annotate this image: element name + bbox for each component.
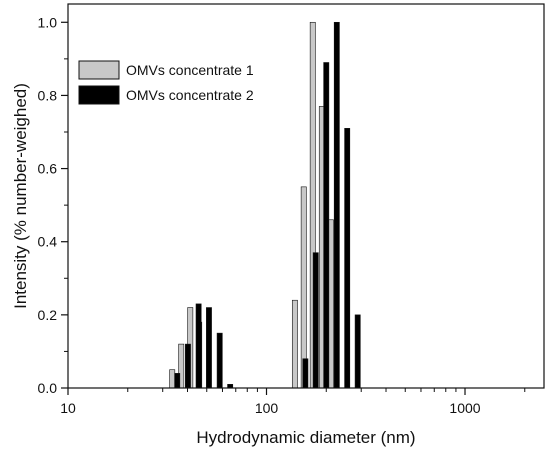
bar-series-2-9 [323,62,330,389]
legend: OMVs concentrate 1 OMVs concentrate 2 [78,60,254,105]
y-tick-label: 0.8 [38,87,58,103]
bar-series-2-3 [195,303,202,389]
bars-layer [169,21,361,389]
legend-swatch-series-1 [78,60,120,80]
y-tick-label: 0.2 [38,307,58,323]
bar-series-2-7 [302,358,309,389]
bar-series-2-1 [174,373,181,389]
x-axis-title: Hydrodynamic diameter (nm) [196,428,415,447]
legend-label-series-2: OMVs concentrate 2 [126,87,254,103]
plot-frame [67,3,545,389]
y-tick-label: 0.0 [38,380,58,396]
bar-series-2-10 [333,21,340,389]
bar-series-2-5 [216,332,223,389]
y-axis-ticks: 0.0 0.2 0.4 0.6 0.8 1.0 [38,14,68,396]
bar-series-2-8 [312,252,319,389]
bar-series-2-2 [185,343,191,389]
bar-series-1-1 [169,369,176,389]
x-tick-label: 100 [255,400,279,416]
x-tick-label: 10 [60,400,76,416]
bar-series-2-4 [206,307,212,389]
bar-series-1-5 [291,299,298,389]
y-tick-label: 0.6 [38,161,58,177]
y-tick-label: 0.4 [38,234,58,250]
y-tick-label: 1.0 [38,14,58,30]
legend-label-series-1: OMVs concentrate 1 [126,62,254,78]
x-tick-label: 1000 [449,400,480,416]
bar-series-2-12 [354,314,361,389]
x-axis-ticks: 10 100 1000 [60,388,526,416]
bar-series-1-6 [300,186,307,389]
y-axis-title: Intensity (% number-weighed) [11,83,30,309]
bar-series-2-11 [344,128,351,389]
legend-swatch-series-2 [78,85,120,105]
